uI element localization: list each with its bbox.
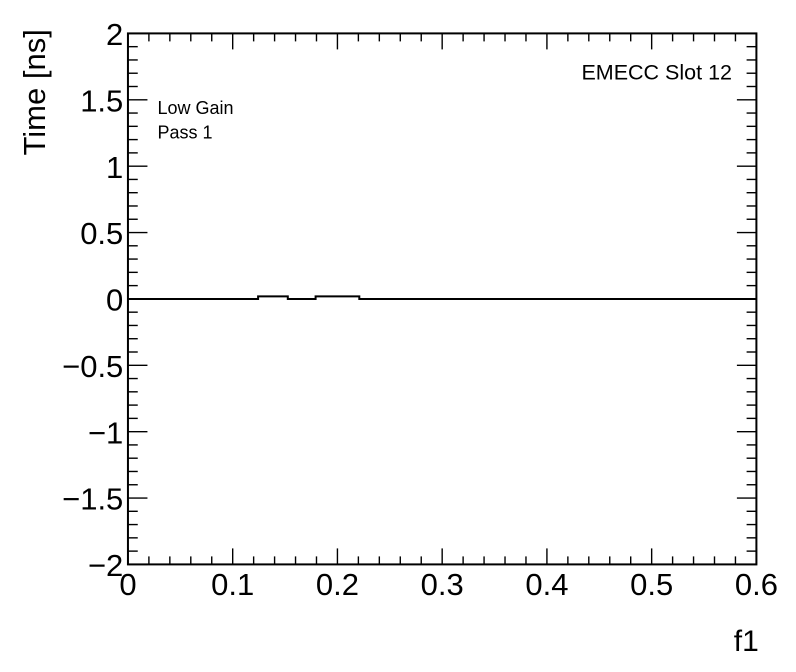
svg-text:−2: −2 xyxy=(88,548,123,583)
svg-text:0.2: 0.2 xyxy=(316,567,359,602)
svg-text:Low Gain: Low Gain xyxy=(158,98,234,118)
svg-text:1: 1 xyxy=(106,150,123,185)
svg-text:EMECC Slot 12: EMECC Slot 12 xyxy=(581,61,732,85)
svg-text:2: 2 xyxy=(106,17,123,52)
svg-text:0.1: 0.1 xyxy=(211,567,254,602)
svg-text:1.5: 1.5 xyxy=(80,83,123,118)
svg-text:0.6: 0.6 xyxy=(735,567,778,602)
svg-text:0.5: 0.5 xyxy=(80,216,123,251)
svg-text:−1: −1 xyxy=(88,415,123,450)
svg-text:Pass 1: Pass 1 xyxy=(158,122,213,142)
svg-text:0: 0 xyxy=(106,283,123,318)
svg-text:−1.5: −1.5 xyxy=(62,482,123,517)
svg-text:f1: f1 xyxy=(734,625,759,658)
svg-text:Time [ns]: Time [ns] xyxy=(17,29,52,155)
svg-text:0.4: 0.4 xyxy=(525,567,568,602)
svg-text:0: 0 xyxy=(119,567,136,602)
svg-text:0.3: 0.3 xyxy=(421,567,464,602)
svg-text:0.5: 0.5 xyxy=(630,567,673,602)
svg-text:−0.5: −0.5 xyxy=(62,349,123,384)
